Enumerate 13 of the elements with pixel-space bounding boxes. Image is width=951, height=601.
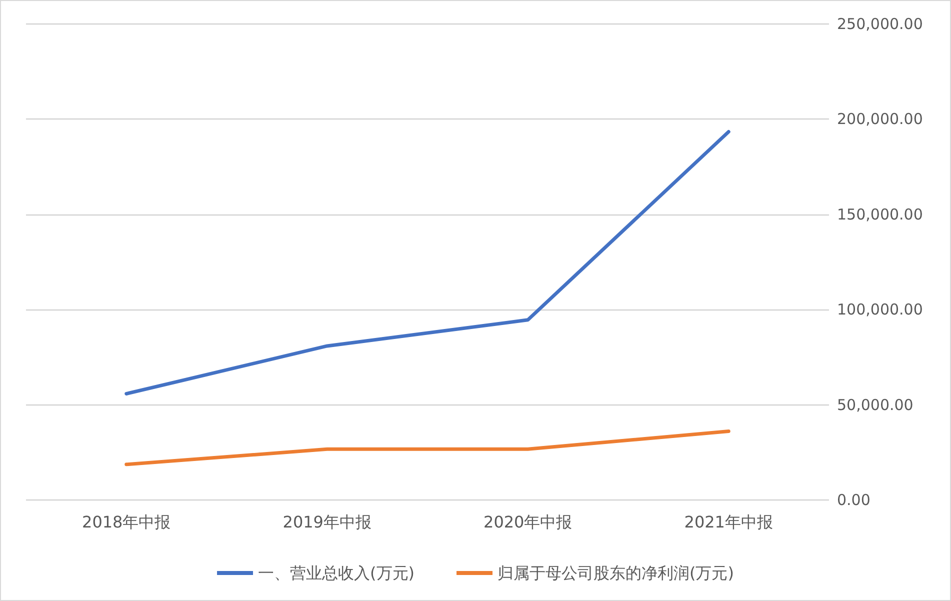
y-tick-label: 250,000.00 bbox=[837, 15, 923, 33]
y-tick-label: 100,000.00 bbox=[837, 300, 923, 319]
legend-label: 归属于母公司股东的净利润(万元) bbox=[498, 564, 734, 582]
x-tick-label: 2019年中报 bbox=[282, 512, 372, 532]
x-tick-label: 2018年中报 bbox=[82, 512, 171, 532]
y-tick-label: 0.00 bbox=[837, 491, 870, 509]
x-tick-label: 2021年中报 bbox=[684, 512, 773, 532]
y-tick-label: 50,000.00 bbox=[837, 396, 914, 414]
y-tick-label: 200,000.00 bbox=[837, 110, 923, 128]
y-tick-label: 150,000.00 bbox=[837, 205, 923, 224]
legend-label: 一、营业总收入(万元) bbox=[258, 564, 414, 582]
x-tick-label: 2020年中报 bbox=[484, 512, 572, 532]
line-series bbox=[124, 130, 730, 396]
